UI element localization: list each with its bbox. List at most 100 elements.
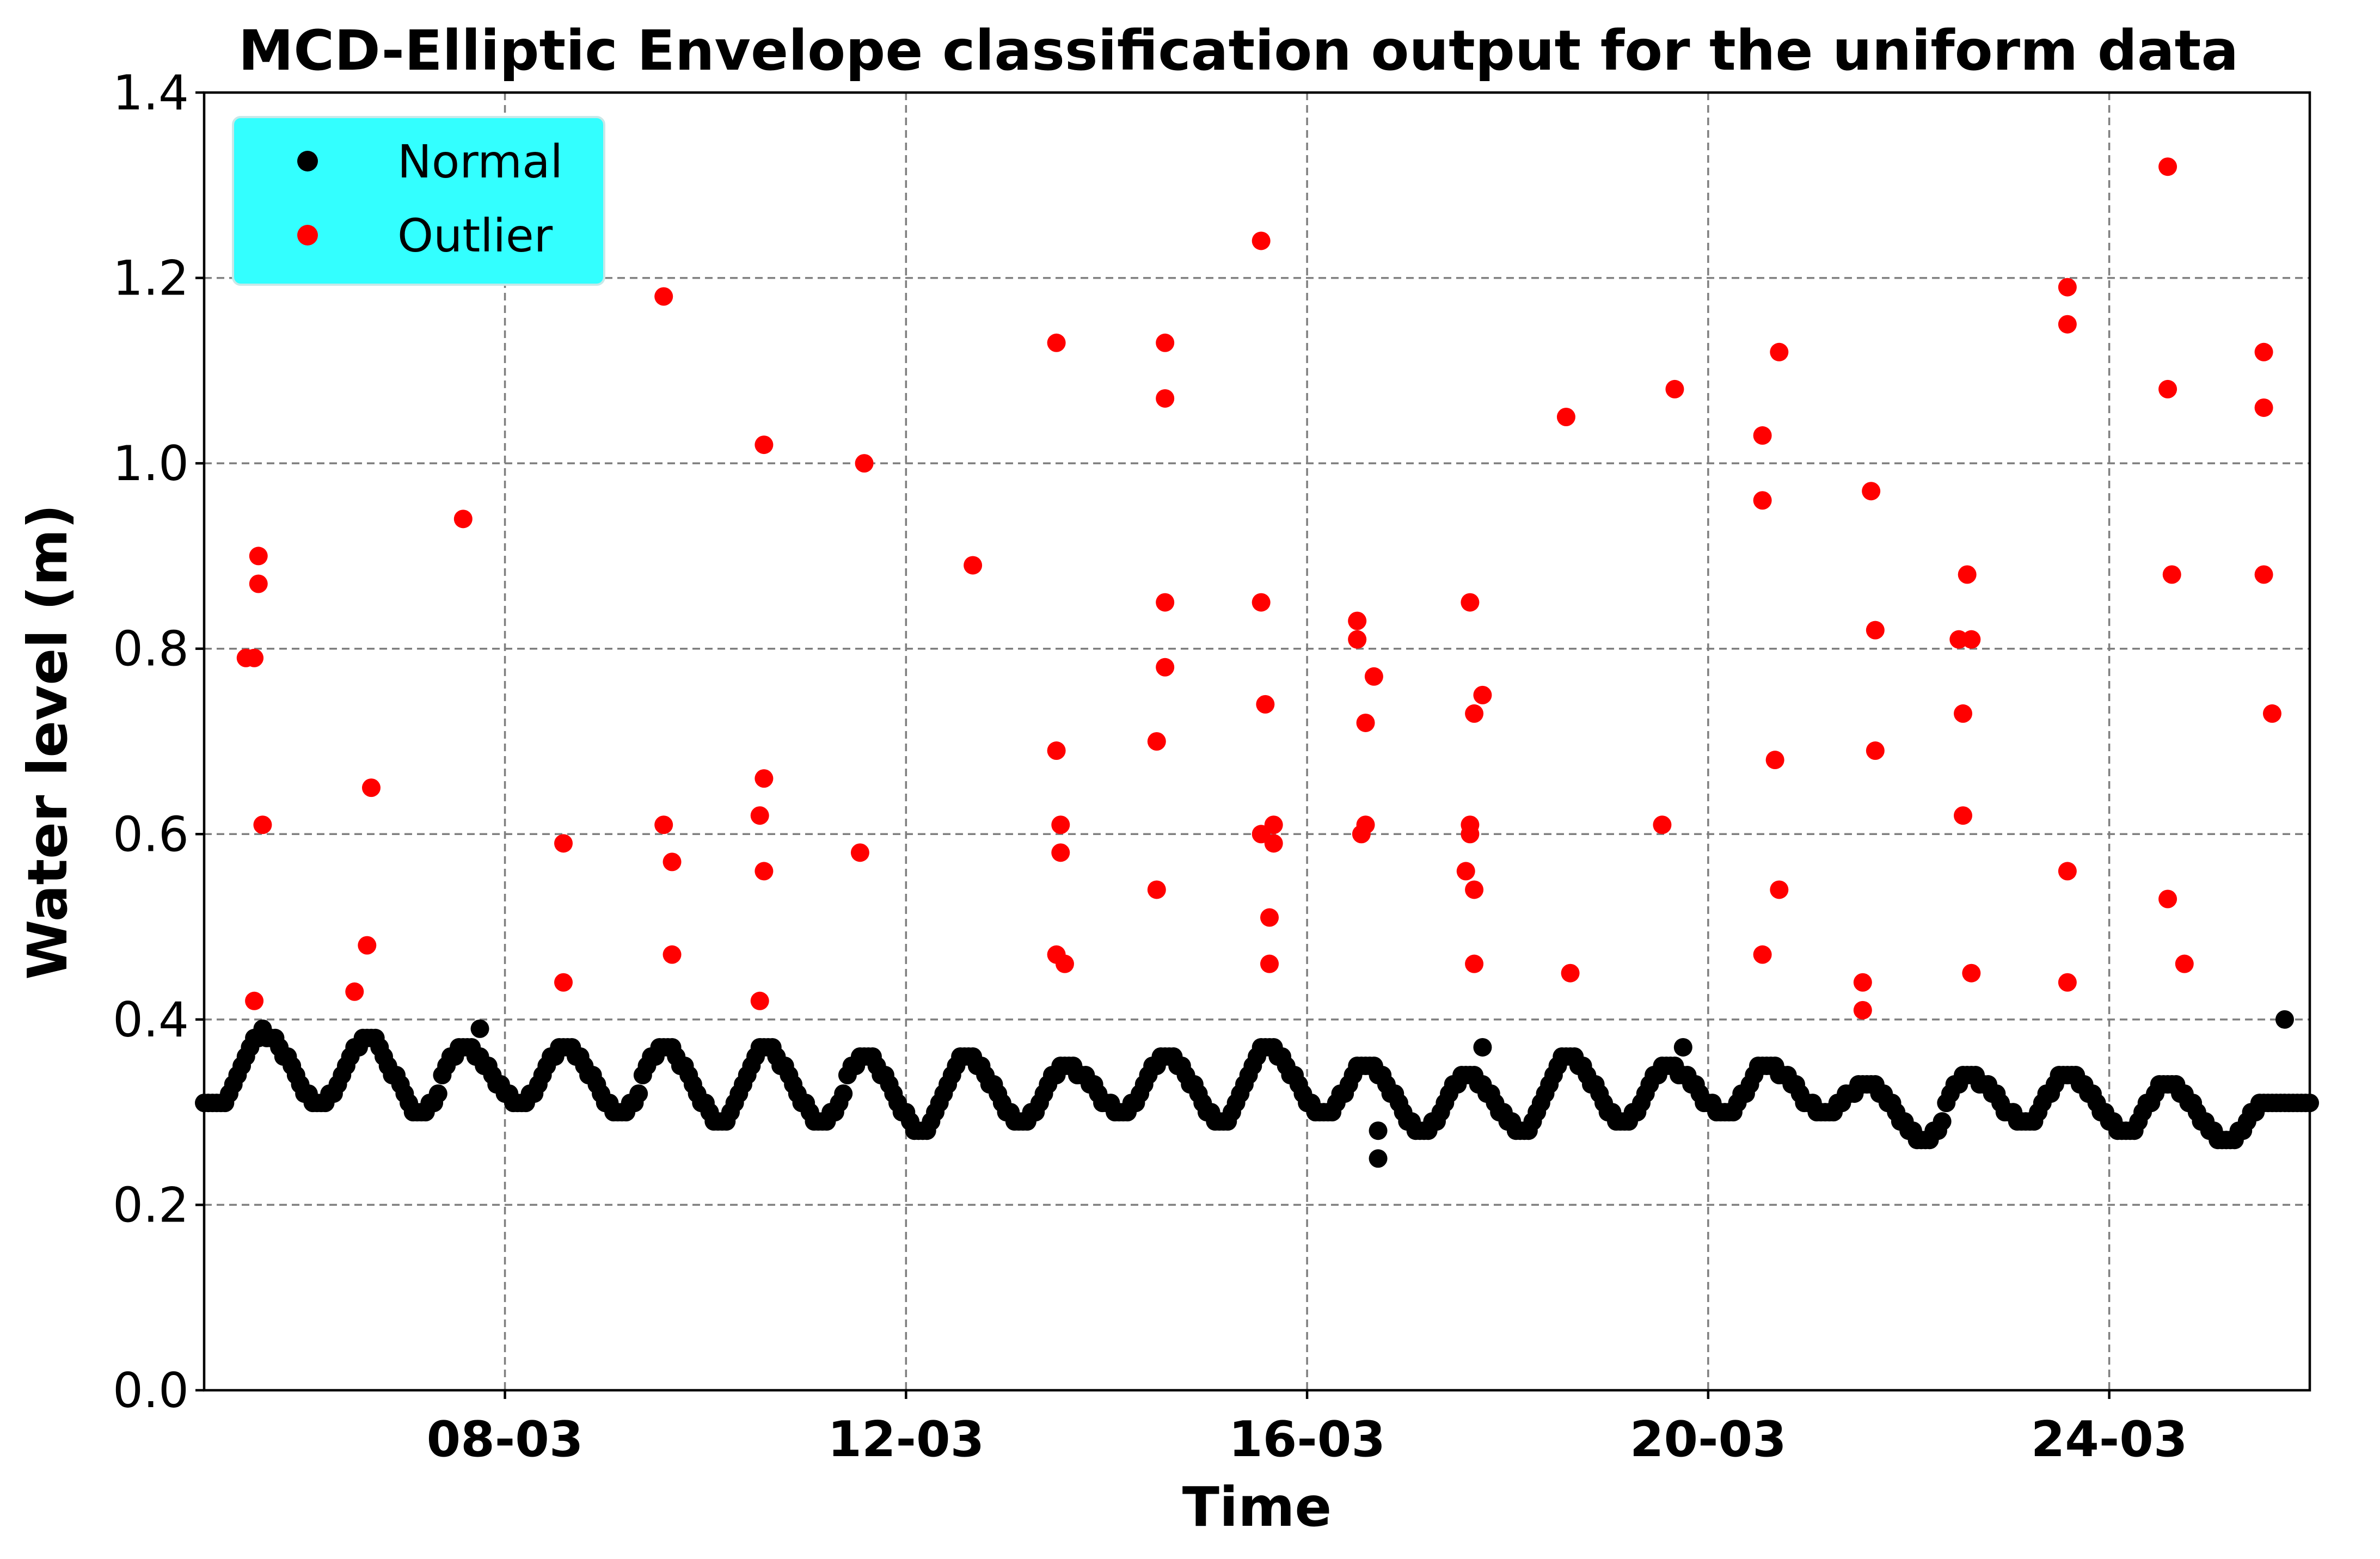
outlier-point [1465,704,1484,723]
outlier-point [2254,342,2273,361]
outlier-point [750,806,769,825]
legend-normal-label: Normal [397,135,563,188]
legend-outlier-label: Outlier [397,209,553,262]
outlier-point [1958,565,1977,584]
outlier-point [1260,908,1279,927]
outlier-point [1753,945,1772,964]
y-tick-label: 0.2 [113,1177,189,1233]
outlier-point [1147,880,1166,899]
outlier-point [1962,963,1981,983]
outlier-point [654,287,673,306]
outlier-point [245,991,264,1010]
outlier-point [1561,963,1580,983]
chart-title: MCD-Elliptic Envelope classification out… [238,19,2239,83]
ticks [195,91,2111,1399]
outlier-point [2158,889,2177,909]
outlier-point [2254,398,2273,417]
outlier-point [1461,825,1480,844]
outlier-point [554,834,573,853]
x-tick-labels: 08-03 12-03 16-03 20-03 24-03 [427,1411,2188,1468]
outlier-point [1962,630,1981,649]
x-tick-label: 20-03 [1630,1411,1787,1468]
normal-point [629,1084,648,1103]
y-tick-label: 0.6 [113,806,189,862]
plot-frame [203,91,2311,1392]
outlier-point [1461,593,1480,612]
outlier-point [755,769,774,788]
outlier-point [1055,954,1074,973]
y-tick-label: 1.0 [113,435,189,492]
outlier-point [1147,732,1166,751]
outlier-point [1653,815,1672,834]
outlier-point [1356,713,1375,732]
outlier-point [1862,482,1881,501]
outlier-point [2058,862,2077,881]
outlier-point [663,852,682,871]
outlier-point [2058,278,2077,297]
outlier-point [1853,1001,1872,1020]
legend-outlier-marker [297,225,318,245]
normal-point [834,1084,853,1103]
outlier-point [2058,315,2077,334]
normal-point [1369,1149,1388,1168]
outlier-point [663,945,682,964]
y-tick-label: 0.0 [113,1362,189,1419]
normal-point [428,1084,447,1103]
outlier-point [2158,379,2177,398]
outlier-point [1465,954,1484,973]
outlier-point [1473,685,1492,704]
legend-normal-marker [297,151,318,171]
outlier-point [1252,231,1271,250]
y-tick-label: 1.2 [113,250,189,306]
outlier-point [964,556,983,575]
normal-series [195,1010,2319,1168]
outlier-point [1866,621,1885,640]
x-tick-label: 16-03 [1229,1411,1385,1468]
outlier-point [1866,741,1885,760]
outlier-point [1051,843,1070,862]
outlier-point [1156,333,1175,352]
outlier-point [1352,825,1371,844]
outlier-point [1954,806,1973,825]
outlier-point [1047,333,1066,352]
outlier-point [345,982,364,1001]
legend: Normal Outlier [232,116,605,286]
outlier-point [361,778,381,797]
outlier-point [2175,954,2194,973]
outlier-point [1770,342,1789,361]
outlier-point [1765,751,1784,770]
y-tick-labels: 0.0 0.2 0.4 0.6 0.8 1.0 1.2 1.4 [113,65,189,1419]
x-axis-label: Time [1182,1475,1332,1539]
outlier-point [1665,379,1684,398]
outlier-point [654,815,673,834]
outlier-point [755,435,774,455]
outlier-point [1753,426,1772,445]
normal-point [1473,1038,1492,1057]
x-tick-label: 24-03 [2031,1411,2188,1468]
outlier-point [1156,389,1175,408]
outlier-point [1753,491,1772,510]
outlier-point [1556,408,1575,426]
outlier-point [850,843,869,862]
outlier-series [236,157,2281,1020]
y-tick-label: 0.8 [113,621,189,677]
outlier-point [358,936,377,955]
outlier-point [1051,815,1070,834]
y-tick-label: 1.4 [113,65,189,121]
normal-point [1369,1121,1388,1140]
outlier-point [554,973,573,992]
outlier-point [1364,667,1383,686]
y-tick-label: 0.4 [113,992,189,1048]
outlier-point [1348,630,1367,649]
outlier-point [750,991,769,1010]
outlier-point [1252,593,1271,612]
outlier-point [2162,565,2181,584]
normal-point [1933,1112,1952,1131]
x-tick-label: 12-03 [827,1411,984,1468]
outlier-point [2254,565,2273,584]
outlier-point [1465,880,1484,899]
outlier-point [249,574,268,593]
outlier-point [245,648,264,667]
outlier-point [1264,834,1283,853]
